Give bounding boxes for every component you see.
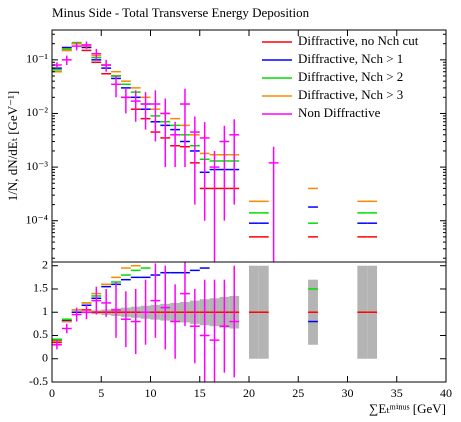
y-tick-label: 0 [42, 350, 48, 364]
x-axis-label: ∑Eₜᵐⁱⁿᵘˢ [GeV] [369, 401, 446, 416]
y-tick-label: 10⁻³ [26, 159, 48, 173]
legend-label: Non Diffractive [298, 105, 381, 120]
x-tick-label: 10 [145, 386, 157, 400]
x-tick-label: 40 [440, 386, 452, 400]
frame [51, 261, 447, 383]
legend-label: Diffractive, no Nch cut [298, 33, 419, 48]
chart-title: Minus Side - Total Transverse Energy Dep… [52, 5, 310, 20]
legend-label: Diffractive, Nch > 2 [298, 69, 403, 84]
x-tick-label: 5 [98, 386, 104, 400]
x-tick-label: 35 [391, 386, 403, 400]
y-axis-label: 1/N, dN/dEₜ [GeV⁻¹] [5, 91, 20, 201]
legend-label: Diffractive, Nch > 3 [298, 87, 403, 102]
y-tick-label: 10⁻⁴ [25, 212, 48, 226]
y-tick-label: 0.5 [33, 327, 48, 341]
y-tick-label: 1 [42, 304, 48, 318]
y-tick-label: 1.5 [33, 281, 48, 295]
x-tick-label: 15 [194, 386, 206, 400]
x-tick-label: 20 [243, 386, 255, 400]
plot-area [52, 262, 378, 382]
plot-area [52, 41, 378, 262]
x-tick-label: 25 [292, 386, 304, 400]
y-tick-label: 10⁻¹ [26, 52, 48, 66]
x-tick-label: 0 [49, 386, 55, 400]
x-tick-label: 30 [342, 386, 354, 400]
legend-label: Diffractive, Nch > 1 [298, 51, 403, 66]
y-tick-label: -0.5 [29, 374, 48, 388]
y-tick-label: 2 [42, 257, 48, 271]
y-tick-label: 10⁻² [26, 105, 48, 119]
